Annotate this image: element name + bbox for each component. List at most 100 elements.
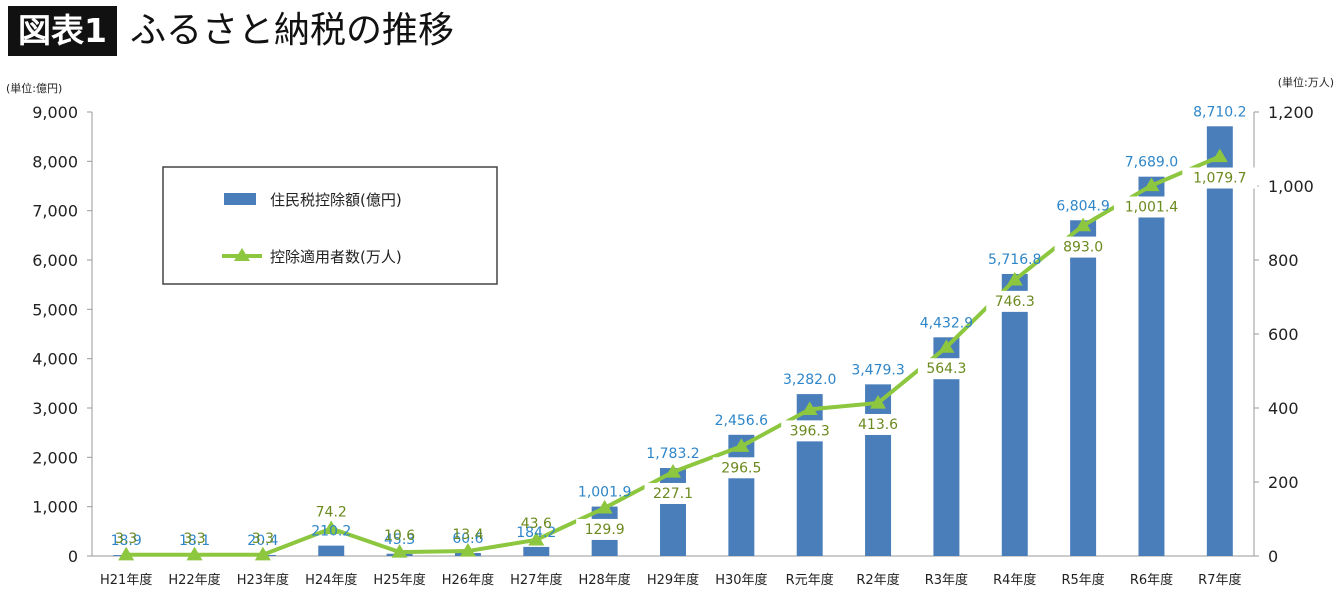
line-point bbox=[323, 520, 340, 535]
x-tick-label: H30年度 bbox=[715, 572, 767, 588]
line-label-bg bbox=[1113, 196, 1189, 218]
bar-value-label: 8,710.2 bbox=[1193, 104, 1246, 120]
y-right-tick-label: 0 bbox=[1268, 547, 1278, 566]
line-point bbox=[459, 543, 476, 557]
bar bbox=[728, 434, 755, 556]
bar-value-label: 210.2 bbox=[311, 524, 351, 540]
bar bbox=[1001, 273, 1028, 556]
y-right-tick-label: 1,200 bbox=[1268, 103, 1314, 122]
x-tick-label: R3年度 bbox=[925, 572, 968, 588]
line-label-bg bbox=[781, 420, 839, 442]
line-value-label: 396.3 bbox=[790, 423, 830, 439]
line-value-label: 13.4 bbox=[452, 527, 483, 543]
y-left-tick-label: 8,000 bbox=[32, 152, 78, 171]
line-value-label: 43.6 bbox=[521, 516, 552, 532]
line-point bbox=[801, 401, 818, 415]
x-tick-label: H29年度 bbox=[647, 572, 699, 588]
line-value-label: 296.5 bbox=[721, 460, 761, 476]
line-point bbox=[1211, 148, 1228, 163]
line-value-label: 746.3 bbox=[995, 294, 1035, 310]
page-title: ふるさと納税の推移 bbox=[130, 10, 455, 51]
y-right-tick-label: 200 bbox=[1268, 473, 1299, 492]
legend-box bbox=[162, 166, 498, 285]
x-tick-label: R元年度 bbox=[786, 572, 834, 588]
line-value-label: 129.9 bbox=[585, 522, 625, 538]
y-left-tick-label: 1,000 bbox=[32, 498, 78, 517]
x-tick-label: R6年度 bbox=[1130, 572, 1173, 588]
y-right-tick-label: 800 bbox=[1268, 251, 1299, 270]
line-value-label: 74.2 bbox=[316, 505, 347, 521]
bar bbox=[1138, 176, 1165, 556]
x-tick-label: H26年度 bbox=[442, 572, 494, 588]
line-point bbox=[596, 499, 613, 514]
y-left-tick-label: 5,000 bbox=[32, 300, 78, 319]
bar-value-label: 1,783.2 bbox=[646, 446, 699, 462]
line-value-label: 893.0 bbox=[1063, 240, 1103, 256]
bar-value-label: 5,716.8 bbox=[988, 252, 1041, 268]
y-left-tick-label: 0 bbox=[68, 547, 78, 566]
line-value-label: 413.6 bbox=[858, 417, 898, 433]
bar-value-label: 3,282.0 bbox=[783, 372, 836, 388]
line-label-bg bbox=[917, 358, 975, 380]
bar-value-label: 18.1 bbox=[179, 533, 210, 549]
line-value-label: 564.3 bbox=[926, 361, 966, 377]
bar bbox=[865, 384, 892, 556]
line-label-bg bbox=[712, 457, 770, 479]
line-point bbox=[733, 438, 750, 452]
x-tick-label: H24年度 bbox=[305, 572, 357, 588]
y-left-tick-label: 7,000 bbox=[32, 202, 78, 221]
line-value-label: 3.3 bbox=[115, 531, 137, 547]
line-point bbox=[186, 546, 203, 561]
y-right-unit: (単位:万人) bbox=[1278, 75, 1334, 89]
y-left-tick-label: 4,000 bbox=[32, 350, 78, 369]
bar bbox=[318, 545, 345, 556]
x-tick-label: R7年度 bbox=[1198, 572, 1241, 588]
bar-value-label: 4,432.9 bbox=[920, 315, 973, 331]
line-label-bg bbox=[1182, 167, 1258, 189]
line-point bbox=[254, 546, 271, 561]
bar bbox=[523, 546, 550, 556]
bar-value-label: 184.2 bbox=[516, 525, 556, 541]
line-value-label: 3.3 bbox=[183, 531, 205, 547]
legend-line-marker bbox=[234, 248, 250, 261]
bar-value-label: 3,479.3 bbox=[851, 362, 904, 378]
y-right-tick-label: 400 bbox=[1268, 399, 1299, 418]
line-label-bg bbox=[576, 518, 634, 540]
y-left-tick-label: 6,000 bbox=[32, 251, 78, 270]
line-label-bg bbox=[644, 482, 702, 504]
bar bbox=[796, 394, 823, 556]
bar-value-label: 60.6 bbox=[452, 531, 483, 547]
bar-value-label: 2,456.6 bbox=[715, 413, 769, 429]
bar bbox=[1070, 220, 1097, 556]
x-tick-label: H23年度 bbox=[237, 572, 289, 588]
line-point bbox=[1075, 217, 1092, 232]
figure-tag: 図表1 bbox=[8, 6, 117, 56]
legend-line-label: 控除適用者数(万人) bbox=[270, 248, 402, 266]
line-point bbox=[1006, 271, 1023, 286]
x-tick-label: H28年度 bbox=[578, 572, 630, 588]
legend-bar-label: 住民税控除額(億円) bbox=[270, 191, 402, 209]
x-tick-label: R2年度 bbox=[856, 572, 899, 588]
line-point bbox=[1143, 177, 1160, 192]
bar-value-label: 1,001.9 bbox=[578, 485, 631, 501]
legend-bar-swatch bbox=[224, 193, 256, 205]
y-left-tick-label: 2,000 bbox=[32, 448, 78, 467]
y-left-unit: (単位:億円) bbox=[6, 81, 62, 95]
x-tick-label: H22年度 bbox=[168, 572, 220, 588]
line-value-label: 1,079.7 bbox=[1193, 171, 1246, 187]
bar-value-label: 45.3 bbox=[384, 532, 415, 548]
y-right-tick-label: 600 bbox=[1268, 325, 1299, 344]
y-right-tick-label: 1,000 bbox=[1268, 177, 1314, 196]
line-point bbox=[665, 463, 681, 478]
line-point bbox=[938, 339, 955, 353]
bar bbox=[1206, 126, 1233, 556]
bar-value-label: 7,689.0 bbox=[1125, 155, 1178, 171]
line-label-bg bbox=[849, 413, 907, 435]
line-value-label: 10.6 bbox=[384, 528, 415, 544]
y-left-tick-label: 9,000 bbox=[32, 103, 78, 122]
x-tick-label: H25年度 bbox=[373, 572, 425, 588]
bar-value-label: 18.9 bbox=[111, 533, 142, 549]
line-point bbox=[391, 544, 408, 558]
line-value-label: 3.3 bbox=[252, 531, 274, 547]
